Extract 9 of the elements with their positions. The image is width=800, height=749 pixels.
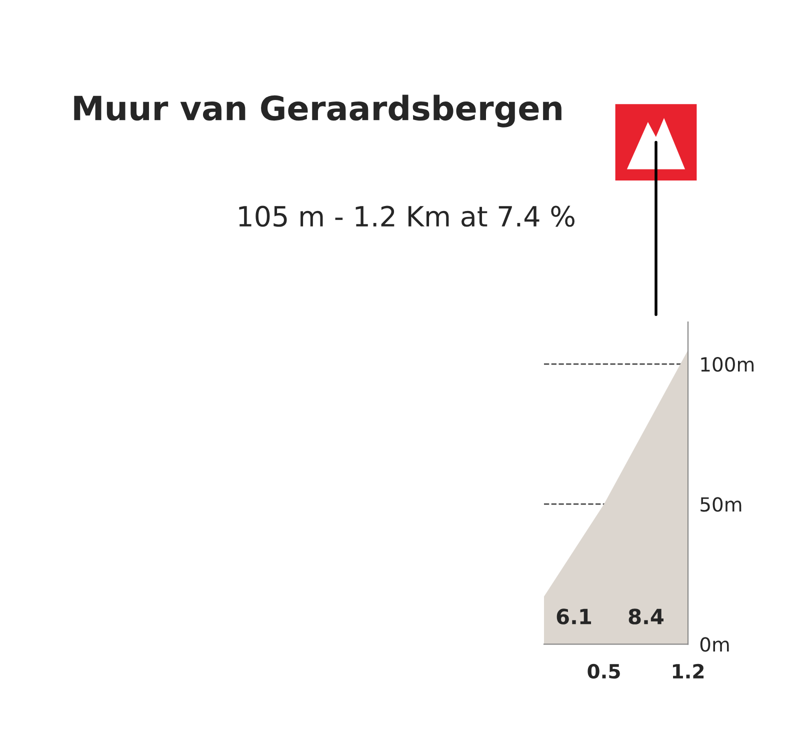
annotation: 8.4: [628, 608, 664, 624]
x-tick-label: 0.5: [588, 664, 620, 679]
y-tick-label: 100m: [701, 357, 754, 372]
y-tick-label: 0m: [700, 637, 729, 652]
chart-title: Muur van Geraardsbergen: [74, 94, 562, 128]
y-tick-label: 50m: [700, 497, 742, 512]
annotation: 6.1: [556, 608, 592, 624]
x-tick-label: 1.2: [672, 664, 704, 678]
chart-subtitle: 105 m - 1.2 Km at 7.4 %: [239, 206, 574, 227]
